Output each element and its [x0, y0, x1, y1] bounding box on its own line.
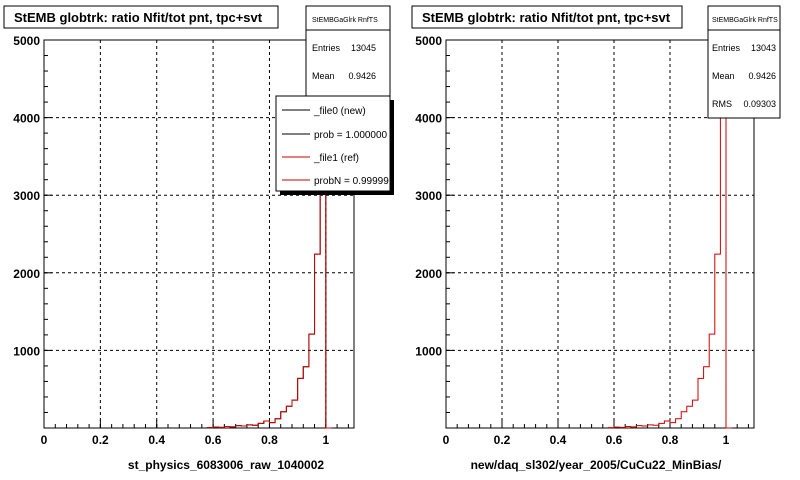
legend-entry-prob: prob = 1.000000 — [314, 130, 388, 141]
right-x-axis-label: new/daq_sl302/year_2005/CuCu22_MinBias/ — [471, 458, 722, 472]
left-x-tick-label: 0.6 — [205, 433, 222, 447]
right-plot-frame — [445, 39, 755, 429]
left-y-tick-label: 2000 — [13, 267, 40, 281]
right-y-tick-label: 1000 — [415, 344, 442, 358]
left-stats-mean-value: 0.9426 — [348, 71, 376, 81]
left-stats-entries-value: 13045 — [351, 43, 376, 53]
right-stats-rms-label: RMS — [712, 99, 732, 109]
left-title-box — [3, 5, 279, 29]
right-histogram-panel: StEMB globtrk: ratio Nfit/tot pnt, tpc+s… — [411, 5, 781, 472]
left-y-tick-label: 5000 — [13, 34, 40, 48]
right-x-tick-label: 0.4 — [550, 433, 567, 447]
left-x-tick-label: 1 — [322, 433, 329, 447]
right-x-tick-label: 0.6 — [606, 433, 623, 447]
right-y-tick-label: 4000 — [415, 112, 442, 126]
left-x-axis-label: st_physics_6083006_raw_1040002 — [128, 458, 324, 472]
right-stats-entries-label: Entries — [712, 43, 741, 53]
legend-entry-ref: _file1 (ref) — [313, 153, 359, 164]
left-histogram-panel: StEMB globtrk: ratio Nfit/tot pnt, tpc+s… — [3, 5, 394, 472]
right-stats-rms-value: 0.09303 — [743, 99, 776, 109]
left-x-tick-label: 0.2 — [92, 433, 109, 447]
right-x-tick-label: 0.8 — [662, 433, 679, 447]
left-stats-name: StEMBGaGlrk RnfTS — [312, 17, 378, 24]
right-x-tick-label: 0.2 — [494, 433, 511, 447]
right-histogram-series-0 — [607, 43, 732, 429]
left-y-tick-label: 4000 — [13, 112, 40, 126]
left-x-tick-label: 0.4 — [148, 433, 165, 447]
left-chart-title: StEMB globtrk: ratio Nfit/tot pnt, tpc+s… — [14, 10, 263, 25]
right-stats-box: StEMBGaGlrk RnfTS Entries 13043 Mean 0.9… — [707, 5, 781, 119]
left-stats-entries-label: Entries — [312, 43, 341, 53]
legend-entry-probn: probN = 0.99999 — [314, 176, 389, 187]
right-y-tick-label: 2000 — [415, 267, 442, 281]
right-x-tick-label: 1 — [723, 433, 730, 447]
right-stats-name: StEMBGaGlrk RnfTS — [712, 17, 778, 24]
left-y-tick-label: 3000 — [13, 189, 40, 203]
right-chart-title: StEMB globtrk: ratio Nfit/tot pnt, tpc+s… — [422, 10, 671, 25]
right-y-tick-label: 5000 — [415, 34, 442, 48]
right-plot-area: 0 0.2 0.4 0.6 0.8 1 1000 2000 3000 4000 5000 — [415, 34, 755, 447]
right-stats-entries-value: 13043 — [751, 43, 776, 53]
right-x-tick-label: 0 — [443, 433, 450, 447]
left-x-tick-label: 0 — [41, 433, 48, 447]
right-y-tick-label: 3000 — [415, 189, 442, 203]
right-stats-mean-value: 0.9426 — [748, 71, 776, 81]
left-legend: _file0 (new) prob = 1.000000 _file1 (ref… — [275, 95, 394, 195]
left-x-tick-label: 0.8 — [261, 433, 278, 447]
left-histogram-series-1 — [206, 43, 332, 429]
left-stats-mean-label: Mean — [312, 71, 335, 81]
legend-entry-new: _file0 (new) — [313, 106, 366, 117]
right-title-box — [411, 5, 683, 29]
left-y-tick-label: 1000 — [13, 344, 40, 358]
right-stats-mean-label: Mean — [712, 71, 735, 81]
